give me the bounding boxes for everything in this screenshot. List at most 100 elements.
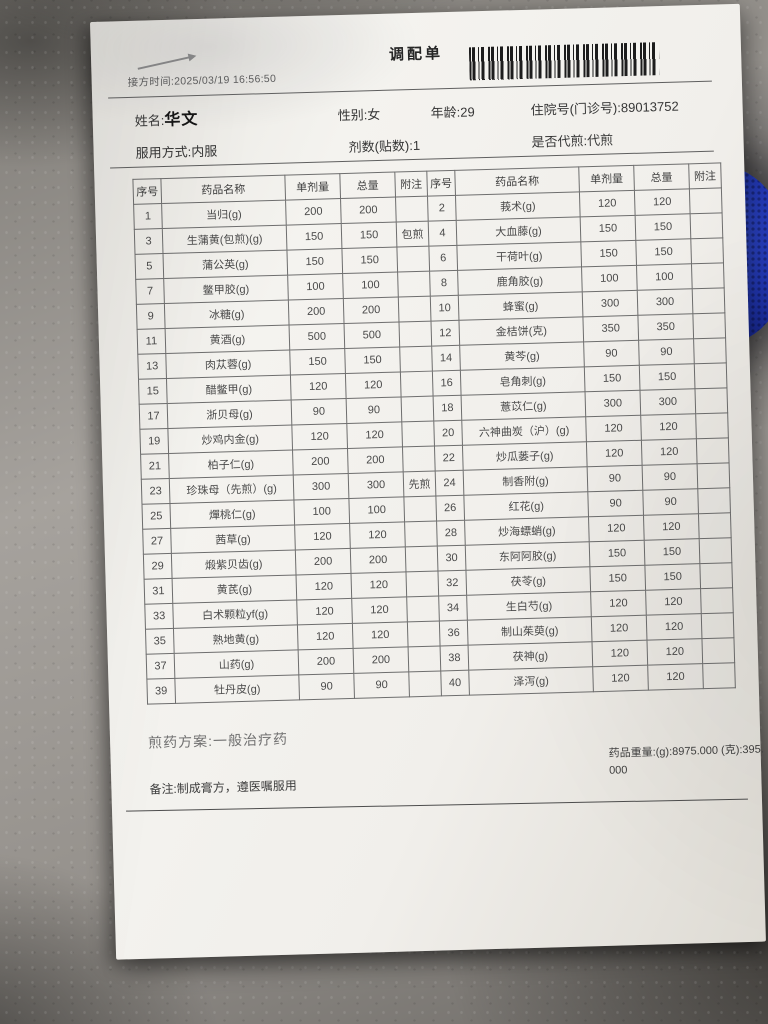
row-no-cell: 21 [140, 453, 170, 480]
unit-dose-cell: 300 [585, 390, 641, 417]
drug-name-cell: 冰糖(g) [164, 300, 290, 329]
total-qty-cell: 150 [341, 247, 398, 274]
unit-dose-cell: 150 [584, 365, 640, 392]
drug-name-cell: 六神曲炭（沪）(g) [461, 416, 587, 446]
row-no-cell: 4 [428, 220, 457, 247]
col-header-total: 总量 [633, 163, 690, 191]
row-no-cell: 15 [138, 378, 168, 405]
drug-name-cell: 炒鸡内金(g) [167, 425, 293, 454]
note-cell [405, 546, 438, 572]
row-no-cell: 22 [434, 445, 464, 472]
unit-dose-cell: 120 [297, 623, 354, 650]
total-qty-cell: 120 [350, 571, 407, 599]
patient-name-label: 姓名: [134, 112, 165, 129]
total-qty-cell: 300 [639, 388, 696, 416]
drug-name-cell: 浙贝母(g) [167, 400, 292, 429]
patient-name: 姓名:华文 [134, 105, 199, 131]
row-no-cell: 27 [142, 528, 172, 555]
note-cell [697, 462, 730, 489]
drug-name-cell: 泽泻(g) [468, 666, 594, 696]
total-qty-cell: 150 [635, 213, 691, 241]
note-cell [408, 645, 441, 672]
row-no-cell: 40 [440, 670, 470, 696]
dose-count: 剂数(贴数):1 [348, 137, 421, 155]
unit-dose-cell: 90 [298, 673, 355, 700]
row-no-cell: 7 [135, 278, 165, 305]
total-qty-cell: 300 [637, 288, 693, 316]
row-no-cell: 3 [134, 228, 163, 255]
remark-note: 备注:制成膏方，遵医嘱服用 [149, 778, 297, 797]
unit-dose-cell: 500 [289, 323, 345, 351]
note-cell [404, 521, 438, 547]
note-cell [694, 387, 728, 414]
row-no-cell: 34 [438, 595, 468, 621]
row-no-cell: 24 [435, 470, 464, 497]
drug-name-cell: 茜草(g) [170, 524, 296, 554]
total-qty-cell: 500 [344, 321, 400, 349]
note-cell [696, 437, 730, 464]
drug-name-cell: 蜂蜜(g) [458, 291, 583, 321]
note-cell [692, 312, 726, 339]
col-header-total: 总量 [339, 172, 396, 199]
row-no-cell: 9 [136, 303, 166, 330]
unit-dose-cell: 100 [581, 265, 638, 292]
patient-name-value: 华文 [164, 111, 199, 129]
unit-dose-cell: 120 [291, 423, 348, 451]
row-no-cell: 30 [437, 545, 466, 571]
total-qty-cell: 150 [635, 238, 692, 266]
total-qty-cell: 200 [350, 546, 406, 574]
dispensing-form-paper: 接方时间:2025/03/19 16:56:50 调配单 姓名:华文 性别:女 … [90, 3, 766, 960]
unit-dose-cell: 120 [294, 523, 351, 550]
total-qty-cell: 120 [647, 663, 704, 691]
total-qty-cell: 120 [351, 596, 408, 624]
row-no-cell: 10 [430, 295, 459, 322]
total-qty-cell: 100 [636, 263, 693, 291]
unit-dose-cell: 120 [592, 665, 649, 692]
drug-name-cell: 当归(g) [161, 200, 287, 229]
unit-dose-cell: 90 [587, 465, 643, 492]
drug-name-cell: 醋鳖甲(g) [166, 375, 292, 404]
drug-name-cell: 金桔饼(克) [458, 316, 584, 346]
total-qty-cell: 120 [634, 188, 691, 216]
note-cell [400, 371, 434, 397]
drug-name-cell: 制香附(g) [463, 466, 588, 496]
unit-dose-cell: 100 [293, 498, 350, 525]
drug-name-cell: 煅紫贝齿(g) [171, 549, 297, 579]
row-no-cell: 32 [437, 570, 467, 596]
total-qty-cell: 150 [344, 346, 401, 374]
drug-name-cell: 肉苁蓉(g) [165, 350, 291, 379]
row-no-cell: 38 [440, 645, 469, 671]
drug-name-cell: 熟地黄(g) [173, 624, 299, 654]
unit-dose-cell: 150 [580, 240, 637, 267]
total-qty-cell: 90 [353, 671, 410, 699]
total-qty-cell: 300 [348, 471, 404, 499]
row-no-cell: 8 [429, 270, 459, 297]
unit-dose-cell: 200 [298, 648, 354, 675]
note-cell [694, 362, 727, 389]
note-cell [692, 287, 725, 314]
note-cell [397, 271, 431, 297]
col-header-name: 药品名称 [160, 175, 286, 204]
total-qty-cell: 120 [645, 588, 702, 616]
unit-dose-cell: 300 [582, 290, 638, 317]
note-cell [408, 670, 442, 697]
unit-dose-cell: 120 [296, 573, 352, 600]
row-no-cell: 25 [141, 503, 171, 530]
note-cell: 先煎 [403, 471, 436, 497]
row-no-cell: 36 [439, 620, 469, 646]
note-cell [690, 237, 724, 264]
note-cell [690, 212, 723, 239]
drug-name-cell: 制山茱萸(g) [467, 616, 592, 646]
med-table-body: 1 当归(g) 200 200 2 莪术(g) 120 120 3 生蒲黄(包煎)(g) 150 15… [133, 187, 736, 705]
total-qty-cell: 120 [646, 613, 702, 641]
col-header-seq: 序号 [132, 178, 162, 205]
unit-dose-cell: 120 [590, 590, 647, 617]
row-no-cell: 2 [427, 195, 457, 222]
row-no-cell: 16 [432, 370, 462, 397]
drug-name-cell: 黄芩(g) [459, 341, 585, 371]
drug-name-cell: 莪术(g) [455, 191, 581, 221]
total-qty-cell: 90 [638, 338, 695, 366]
row-no-cell: 23 [141, 478, 170, 505]
total-qty-cell: 200 [343, 296, 399, 324]
